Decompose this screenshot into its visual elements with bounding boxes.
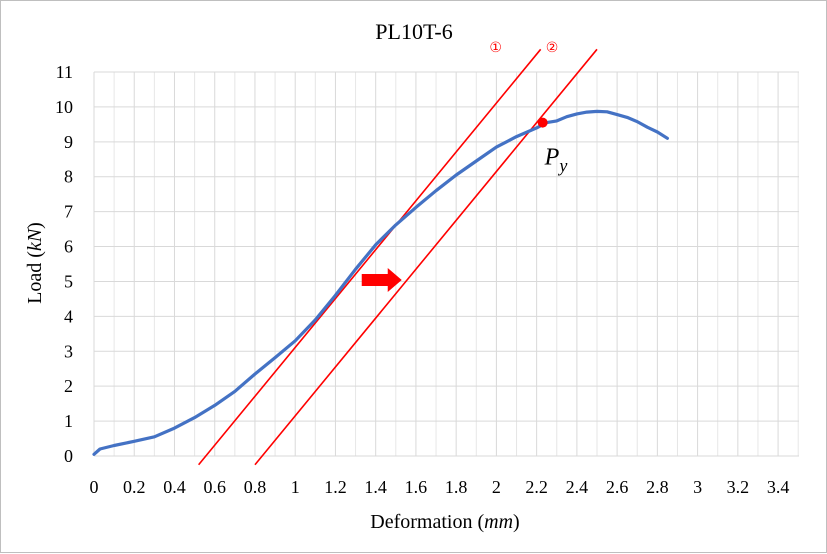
- x-tick-label: 1.2: [324, 477, 347, 497]
- x-axis-label: Deformation (mm): [370, 511, 519, 533]
- x-tick-label: 0.4: [163, 477, 186, 497]
- y-tick-label: 8: [64, 167, 73, 187]
- x-tick-label: 2: [492, 477, 501, 497]
- y-tick-label: 11: [56, 62, 73, 82]
- x-tick-label: 1.8: [445, 477, 468, 497]
- y-axis-label-unit: kN: [24, 227, 46, 251]
- yield-point-marker: [537, 117, 548, 128]
- y-tick-labels: 0 1 2 3 4 5 6 7 8 9 10 11: [55, 62, 73, 466]
- y-tick-label: 4: [64, 306, 73, 326]
- reference-line-label-1: ①: [489, 40, 502, 56]
- y-tick-label: 3: [64, 341, 73, 361]
- y-tick-label: 7: [64, 202, 73, 222]
- yield-point-label-main: P: [544, 145, 560, 171]
- x-tick-label: 2.8: [646, 477, 669, 497]
- x-tick-label: 3.2: [727, 477, 750, 497]
- x-tick-label: 0.2: [123, 477, 146, 497]
- yield-point-label-sub: y: [557, 156, 567, 176]
- series-lines: [92, 109, 669, 456]
- y-tick-label: 2: [64, 376, 73, 396]
- x-tick-label: 1.6: [405, 477, 428, 497]
- x-tick-label: 3: [693, 477, 702, 497]
- x-tick-label: 1: [291, 477, 300, 497]
- reference-line-label-2: ②: [546, 40, 559, 56]
- x-tick-label: 2.2: [525, 477, 548, 497]
- x-axis-label-unit: mm: [484, 511, 513, 533]
- reference-line-2: [254, 48, 598, 466]
- annotations: Py: [361, 117, 568, 292]
- x-axis-label-main: Deformation: [370, 511, 472, 533]
- series-line-1: [92, 109, 669, 456]
- y-tick-label: 9: [64, 132, 73, 152]
- chart-title: PL10T-6: [375, 19, 452, 44]
- grid-lines: [93, 71, 799, 457]
- y-tick-label: 6: [64, 237, 73, 257]
- yield-point-label: Py: [544, 145, 568, 176]
- x-tick-label: 2.4: [566, 477, 589, 497]
- x-tick-label: 0.8: [244, 477, 267, 497]
- y-axis-label-main: Load: [24, 263, 46, 304]
- y-tick-label: 0: [64, 446, 73, 466]
- x-tick-labels: 0 0.2 0.4 0.6 0.8 1 1.2 1.4 1.6 1.8 2 2.2 2.4 2.6 2.8 3…: [90, 477, 790, 497]
- y-tick-label: 10: [55, 97, 73, 117]
- shift-arrow-icon: [361, 267, 402, 292]
- x-tick-label: 0: [90, 477, 99, 497]
- x-tick-label: 2.6: [606, 477, 629, 497]
- x-tick-label: 3.4: [767, 477, 790, 497]
- y-tick-label: 1: [64, 411, 73, 431]
- y-tick-label: 5: [64, 271, 73, 291]
- x-tick-label: 1.4: [364, 477, 387, 497]
- y-axis-label: Load (kN): [24, 222, 46, 304]
- x-tick-label: 0.6: [203, 477, 226, 497]
- reference-line-1: [198, 48, 542, 466]
